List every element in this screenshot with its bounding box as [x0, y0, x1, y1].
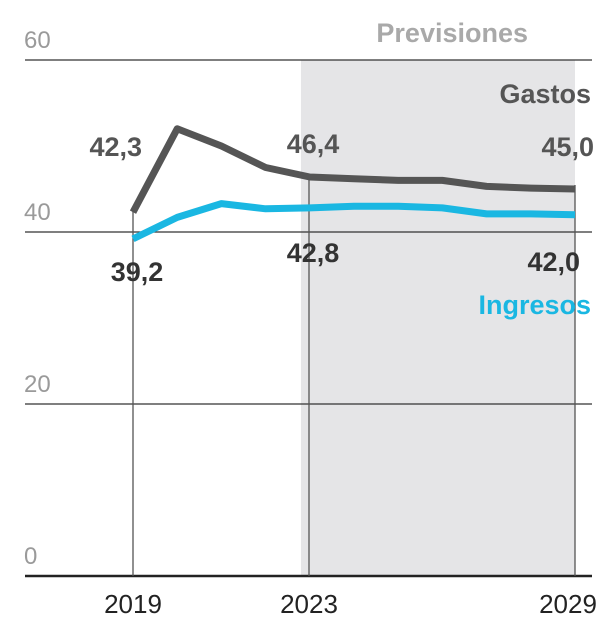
xtick-2019: 2019 [104, 589, 162, 619]
label-ingresos-2019: 39,2 [111, 257, 164, 287]
ytick-60: 60 [24, 27, 51, 54]
label-ingresos-2023: 42,8 [287, 238, 340, 268]
xtick-2029: 2029 [539, 589, 597, 619]
label-gastos-2023: 46,4 [287, 129, 340, 159]
ytick-20: 20 [24, 371, 51, 398]
ytick-0: 0 [24, 543, 37, 570]
label-ingresos-2029: 42,0 [527, 247, 580, 277]
legend-gastos: Gastos [499, 79, 591, 109]
xtick-2023: 2023 [280, 589, 338, 619]
ytick-40: 40 [24, 199, 51, 226]
legend-ingresos: Ingresos [478, 290, 591, 320]
forecast-label: Previsiones [376, 18, 528, 48]
label-gastos-2019: 42,3 [89, 132, 142, 162]
label-gastos-2029: 45,0 [541, 132, 594, 162]
